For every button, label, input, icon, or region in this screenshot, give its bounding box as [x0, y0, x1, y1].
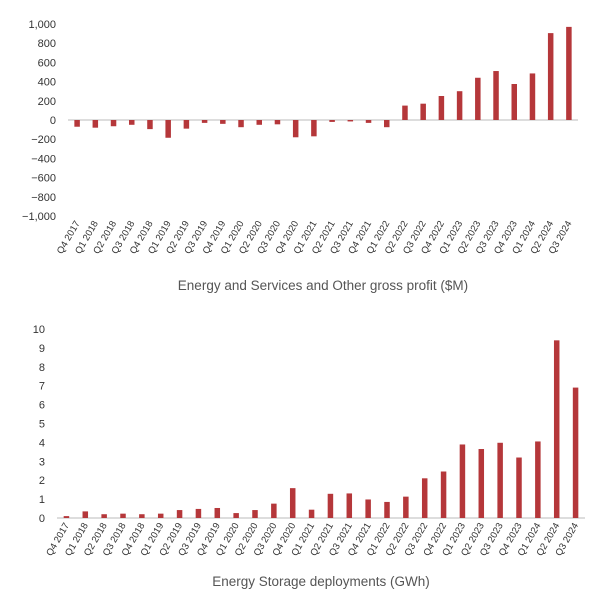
profit-bar: [329, 120, 335, 122]
profit-bar: [420, 103, 426, 120]
storage-bar: [308, 509, 315, 518]
storage-bar: [440, 471, 447, 518]
storage-bar: [572, 387, 579, 518]
profit-bar: [475, 77, 481, 120]
profit-bar: [92, 120, 99, 128]
profit-bar: [438, 96, 445, 120]
storage-bar: [516, 457, 522, 518]
profit-bar: [347, 120, 354, 122]
profit-bar: [529, 73, 536, 120]
storage-bar: [365, 499, 371, 518]
y-tick-label: 3: [39, 456, 45, 468]
profit-bar: [74, 120, 80, 127]
storage-bar: [252, 510, 258, 518]
storage-bar: [63, 516, 70, 518]
profit-bar: [238, 120, 244, 128]
y-tick-label: −600: [31, 173, 56, 185]
profit-bar: [365, 120, 372, 123]
y-tick-label: 10: [33, 324, 45, 336]
storage-bar: [535, 441, 541, 518]
storage-bar: [120, 513, 126, 518]
profit-bar: [201, 120, 208, 123]
storage-bar: [459, 444, 466, 518]
storage-bar: [403, 496, 409, 518]
profit-bar: [292, 120, 299, 138]
y-tick-label: 5: [39, 419, 45, 431]
profit-bar: [384, 120, 390, 128]
profit-bar: [220, 120, 226, 124]
profit-bar: [256, 120, 262, 125]
storage-bar: [176, 510, 183, 518]
profit-bar: [547, 33, 554, 121]
storage-bar: [346, 493, 353, 518]
profit-bar: [511, 84, 517, 120]
y-tick-label: −200: [31, 134, 56, 146]
storage-bar: [82, 511, 89, 518]
profit-bar: [110, 120, 117, 127]
profit-bar: [456, 91, 463, 120]
storage-bar: [553, 340, 560, 518]
y-tick-label: 2: [39, 475, 45, 487]
y-tick-label: −800: [31, 192, 56, 204]
storage-bar: [139, 514, 145, 518]
storage-bar: [101, 514, 107, 518]
profit-bar: [274, 120, 281, 125]
y-tick-label: 9: [39, 343, 45, 355]
profit-bar: [311, 120, 317, 137]
storage-bar: [214, 507, 221, 518]
chart-title: Energy and Services and Other gross prof…: [178, 278, 468, 293]
profit-bar: [183, 120, 190, 129]
storage-bar: [478, 449, 485, 518]
profit-bar: [129, 120, 135, 125]
storage-bar: [233, 513, 239, 518]
y-tick-label: −400: [31, 153, 56, 165]
profit-bar: [566, 26, 572, 121]
y-tick-label: 400: [38, 77, 56, 89]
y-tick-label: 1: [39, 494, 45, 506]
storage-bar: [497, 442, 503, 518]
gross-profit-chart: 1,000 800 600 400 200 0 −200 −400 −600 −800 −1,000…: [22, 19, 578, 293]
y-tick-label: 7: [39, 381, 45, 393]
storage-bar: [327, 493, 334, 518]
profit-bar: [147, 120, 153, 130]
y-tick-label: 1,000: [28, 19, 56, 31]
storage-bar: [157, 513, 164, 518]
y-tick-label: 8: [39, 362, 45, 374]
y-tick-label: 200: [38, 96, 56, 108]
storage-bar: [384, 501, 390, 518]
y-tick-label: 0: [39, 513, 45, 525]
y-tick-label: 0: [50, 115, 56, 127]
chart-title: Energy Storage deployments (GWh): [212, 574, 430, 589]
y-tick-label: −1,000: [22, 211, 56, 223]
storage-bar: [271, 503, 277, 518]
storage-bar: [421, 478, 428, 518]
profit-bar: [402, 105, 408, 120]
profit-bar: [493, 71, 499, 120]
profit-bar: [165, 120, 171, 138]
storage-bar: [195, 508, 202, 518]
y-tick-label: 4: [39, 437, 45, 449]
y-tick-label: 600: [38, 57, 56, 69]
y-tick-label: 6: [39, 400, 45, 412]
y-tick-label: 800: [38, 38, 56, 50]
storage-bar: [289, 488, 296, 518]
